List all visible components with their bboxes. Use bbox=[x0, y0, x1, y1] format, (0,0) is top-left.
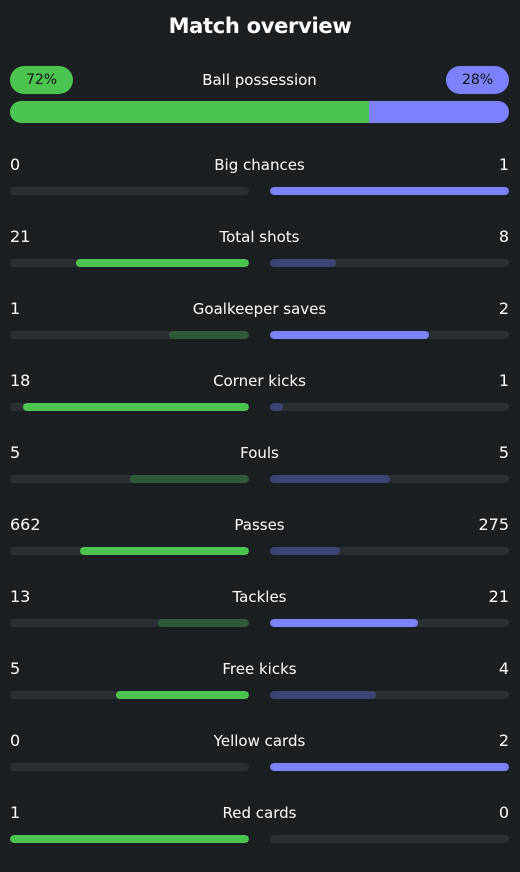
home-stat-value: 662 bbox=[10, 515, 41, 534]
possession-bar-away bbox=[369, 101, 509, 123]
away-stat-bar bbox=[270, 187, 509, 195]
stat-values: 0 Big chances 1 bbox=[10, 152, 509, 178]
home-stat-fill bbox=[22, 403, 249, 411]
away-stat-bar bbox=[270, 331, 509, 339]
home-possession-badge: 72% bbox=[10, 66, 73, 94]
stat-label: Passes bbox=[234, 516, 285, 534]
stat-values: 5 Free kicks 4 bbox=[10, 656, 509, 682]
away-stat-value: 275 bbox=[478, 515, 509, 534]
away-stat-fill bbox=[270, 403, 283, 411]
home-stat-fill bbox=[80, 547, 249, 555]
away-stat-fill bbox=[270, 475, 390, 483]
away-stat-fill bbox=[270, 259, 336, 267]
home-stat-value: 0 bbox=[10, 731, 21, 750]
stat-label: Tackles bbox=[232, 588, 287, 606]
stat-label: Corner kicks bbox=[213, 372, 306, 390]
home-stat-fill bbox=[116, 691, 249, 699]
stat-label: Free kicks bbox=[222, 660, 297, 678]
home-stat-bar bbox=[10, 763, 249, 771]
away-stat-bar bbox=[270, 475, 509, 483]
stat-row: 21 Total shots 8 bbox=[10, 224, 509, 296]
stats-list: 0 Big chances 1 21 Total shots 8 1 Goalkeeper s… bbox=[10, 152, 509, 872]
stat-row: 662 Passes 275 bbox=[10, 512, 509, 584]
home-stat-bar bbox=[10, 475, 249, 483]
home-stat-fill bbox=[10, 835, 249, 843]
home-stat-value: 1 bbox=[10, 299, 21, 318]
home-stat-value: 5 bbox=[10, 443, 21, 462]
away-stat-value: 1 bbox=[498, 371, 509, 390]
home-stat-value: 21 bbox=[10, 227, 31, 246]
away-stat-value: 0 bbox=[498, 803, 509, 822]
away-stat-value: 5 bbox=[498, 443, 509, 462]
home-stat-value: 18 bbox=[10, 371, 31, 390]
away-stat-value: 2 bbox=[498, 299, 509, 318]
home-stat-bar bbox=[10, 547, 249, 555]
home-stat-bar bbox=[10, 259, 249, 267]
away-stat-bar bbox=[270, 763, 509, 771]
away-stat-value: 21 bbox=[488, 587, 509, 606]
stat-row: 0 Big chances 1 bbox=[10, 152, 509, 224]
away-stat-value: 2 bbox=[498, 731, 509, 750]
stat-values: 18 Corner kicks 1 bbox=[10, 368, 509, 394]
home-stat-fill bbox=[157, 619, 249, 627]
home-stat-value: 0 bbox=[10, 155, 21, 174]
home-stat-bar bbox=[10, 691, 249, 699]
home-stat-bar bbox=[10, 187, 249, 195]
stat-label: Goalkeeper saves bbox=[192, 300, 327, 318]
away-stat-bar bbox=[270, 619, 509, 627]
possession-bar bbox=[10, 101, 509, 123]
home-stat-value: 5 bbox=[10, 659, 21, 678]
away-stat-fill bbox=[270, 619, 418, 627]
home-stat-bar bbox=[10, 835, 249, 843]
home-stat-fill bbox=[129, 475, 249, 483]
stat-row: 1 Red cards 0 bbox=[10, 800, 509, 872]
possession-bar-home bbox=[10, 101, 370, 123]
stat-label: Big chances bbox=[214, 156, 305, 174]
stat-row: 1 Goalkeeper saves 2 bbox=[10, 296, 509, 368]
home-stat-fill bbox=[75, 259, 249, 267]
ball-possession-header: 72% Ball possession 28% bbox=[10, 66, 509, 94]
away-stat-fill bbox=[270, 187, 509, 195]
page-title: Match overview bbox=[168, 14, 352, 38]
away-stat-value: 4 bbox=[498, 659, 509, 678]
home-stat-bar bbox=[10, 403, 249, 411]
stat-values: 13 Tackles 21 bbox=[10, 584, 509, 610]
away-stat-bar bbox=[270, 691, 509, 699]
away-stat-bar bbox=[270, 547, 509, 555]
home-stat-fill bbox=[169, 331, 249, 339]
home-stat-bar bbox=[10, 331, 249, 339]
away-stat-fill bbox=[270, 331, 430, 339]
away-stat-value: 1 bbox=[498, 155, 509, 174]
away-stat-fill bbox=[270, 547, 341, 555]
stat-label: Total shots bbox=[219, 228, 300, 246]
away-stat-fill bbox=[270, 691, 377, 699]
stat-values: 21 Total shots 8 bbox=[10, 224, 509, 250]
stat-row: 0 Yellow cards 2 bbox=[10, 728, 509, 800]
stat-row: 13 Tackles 21 bbox=[10, 584, 509, 656]
away-stat-value: 8 bbox=[498, 227, 509, 246]
home-stat-bar bbox=[10, 619, 249, 627]
away-possession-badge: 28% bbox=[446, 66, 509, 94]
home-stat-value: 1 bbox=[10, 803, 21, 822]
home-stat-value: 13 bbox=[10, 587, 31, 606]
away-stat-bar bbox=[270, 403, 509, 411]
away-stat-fill bbox=[270, 763, 509, 771]
stat-label: Red cards bbox=[222, 804, 297, 822]
stat-row: 18 Corner kicks 1 bbox=[10, 368, 509, 440]
stat-row: 5 Fouls 5 bbox=[10, 440, 509, 512]
stat-values: 5 Fouls 5 bbox=[10, 440, 509, 466]
away-stat-bar bbox=[270, 259, 509, 267]
stat-values: 1 Goalkeeper saves 2 bbox=[10, 296, 509, 322]
stat-label: Yellow cards bbox=[213, 732, 306, 750]
stat-label: Fouls bbox=[240, 444, 279, 462]
away-stat-bar bbox=[270, 835, 509, 843]
stat-values: 662 Passes 275 bbox=[10, 512, 509, 538]
possession-label: Ball possession bbox=[202, 71, 317, 89]
stat-values: 1 Red cards 0 bbox=[10, 800, 509, 826]
stat-values: 0 Yellow cards 2 bbox=[10, 728, 509, 754]
stat-row: 5 Free kicks 4 bbox=[10, 656, 509, 728]
